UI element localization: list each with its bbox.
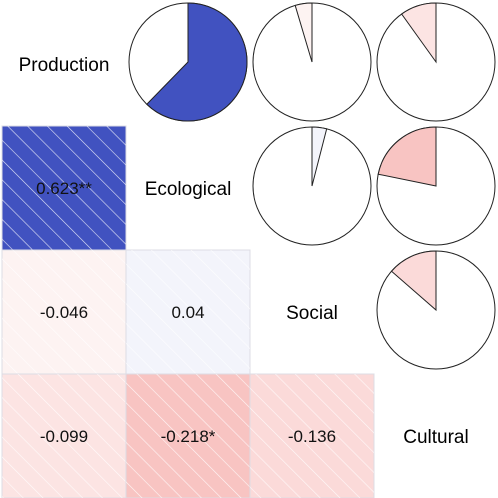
corr-pie — [376, 250, 496, 370]
corr-pie — [128, 2, 248, 122]
corr-cell-hatch — [250, 374, 374, 498]
corr-pie — [252, 2, 372, 122]
corr-cell-hatch — [2, 250, 126, 374]
variable-label-production: Production — [19, 55, 110, 76]
lower-triangle-cells: 0.623** -0.046 0.04 -0.099 -0.218* -0.136 — [1, 125, 375, 498]
corr-cell: 0.623** — [1, 125, 127, 251]
variable-label-ecological: Ecological — [145, 179, 232, 200]
corr-cell-label: -0.046 — [40, 303, 88, 322]
corr-pie — [252, 126, 372, 246]
corr-pie — [376, 126, 496, 246]
corr-cell-label: 0.623** — [36, 179, 92, 198]
corr-pie-slice — [400, 2, 437, 64]
corr-cell-label: -0.136 — [288, 427, 336, 446]
corr-cell-label: -0.099 — [40, 427, 88, 446]
corr-cell: -0.136 — [249, 373, 375, 498]
corr-cell-label: 0.04 — [171, 303, 204, 322]
corr-cell-hatch — [2, 374, 126, 498]
upper-triangle-pies — [128, 2, 496, 370]
corr-cell-hatch — [126, 250, 250, 374]
corr-pie-slice — [311, 126, 328, 187]
corr-cell-label: -0.218* — [161, 427, 216, 446]
corr-pie — [376, 2, 496, 122]
corr-pie-slice — [377, 126, 437, 187]
corr-cell-hatch — [2, 126, 126, 250]
corr-pie-slice — [390, 250, 437, 312]
corr-cell: -0.099 — [1, 373, 127, 498]
corr-cell-hatch — [126, 374, 250, 498]
corr-cell: 0.04 — [125, 249, 251, 375]
variable-label-cultural: Cultural — [403, 427, 468, 448]
corr-pie-slice — [146, 2, 248, 122]
variable-label-social: Social — [286, 303, 338, 324]
variable-labels: Production Ecological Social Cultural — [19, 55, 469, 448]
corr-cell: -0.046 — [1, 249, 127, 375]
corr-cell: -0.218* — [125, 373, 251, 498]
corr-pie-slice — [294, 2, 313, 63]
